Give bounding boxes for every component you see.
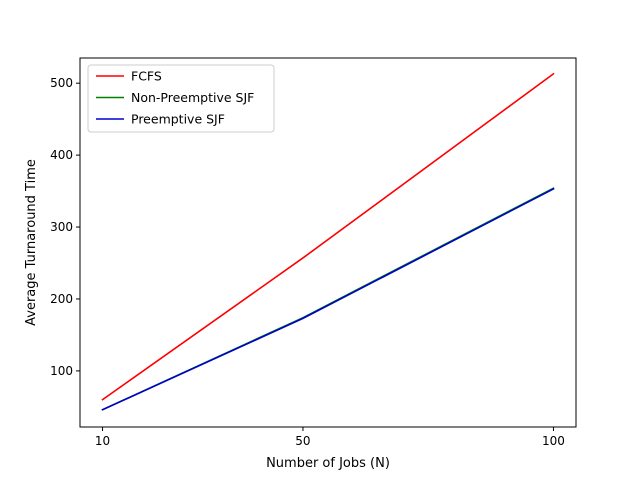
- y-axis-ticks: 100 200 300 400 500: [50, 76, 80, 378]
- x-axis-ticks: 10 50 100: [95, 427, 565, 448]
- series-layer: [101, 72, 555, 411]
- y-tick-label: 400: [50, 148, 73, 162]
- plot-frame: [79, 57, 577, 428]
- y-axis-label: Average Turnaround Time: [24, 159, 39, 326]
- legend-label-3: Preemptive SJF: [131, 112, 225, 127]
- series-line-3: [101, 187, 555, 411]
- x-tick-label: 10: [95, 434, 110, 448]
- x-tick-label: 100: [542, 434, 565, 448]
- series-line-1: [101, 72, 555, 401]
- legend: FCFS Non-Preemptive SJF Preemptive SJF: [87, 64, 275, 133]
- y-tick-label: 200: [50, 292, 73, 306]
- y-tick-label: 300: [50, 220, 73, 234]
- legend-box: [87, 64, 275, 133]
- x-tick-label: 50: [295, 434, 310, 448]
- x-axis-label: Number of Jobs (N): [266, 456, 390, 471]
- legend-label-2: Non-Preemptive SJF: [131, 90, 254, 105]
- legend-label-1: FCFS: [131, 69, 162, 84]
- y-tick-label: 100: [50, 364, 73, 378]
- y-tick-label: 500: [50, 76, 73, 90]
